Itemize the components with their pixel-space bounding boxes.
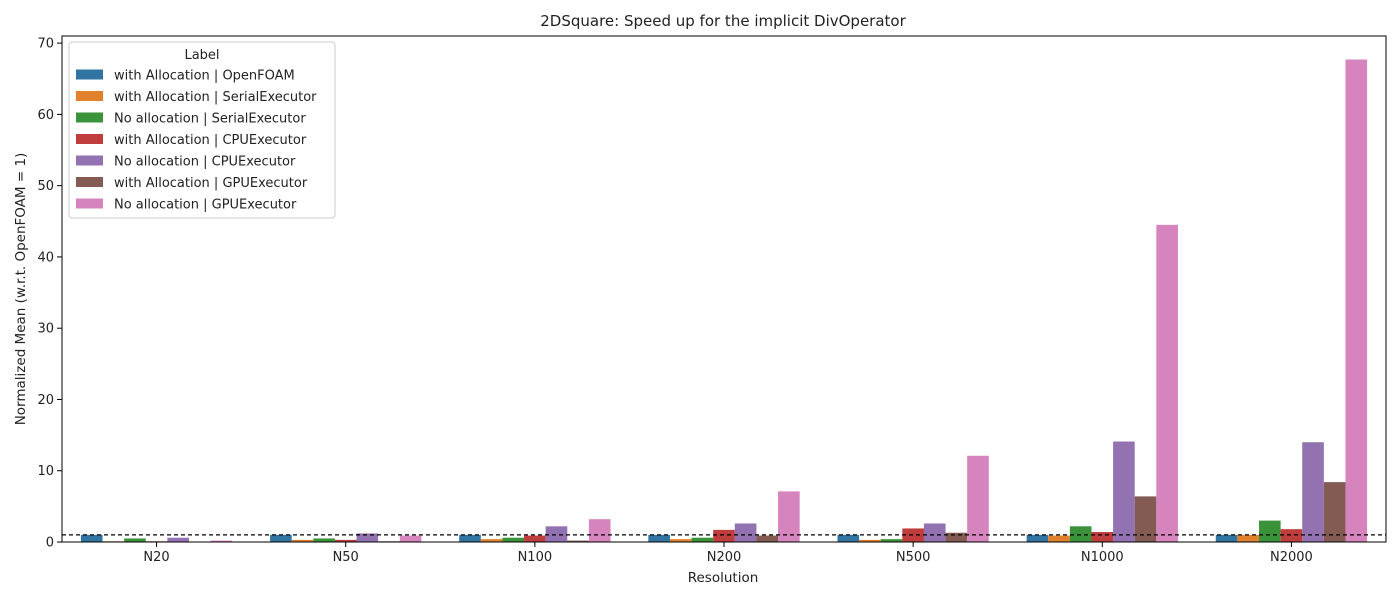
bar bbox=[313, 538, 335, 542]
bar bbox=[167, 537, 189, 542]
legend-swatch bbox=[76, 69, 103, 80]
x-axis: N20 N50 N100 N200 N500 N1000 N2000 bbox=[143, 542, 1313, 565]
plot-frame bbox=[61, 35, 1387, 543]
bar bbox=[1156, 224, 1178, 542]
bar bbox=[399, 535, 422, 542]
legend-title: Label bbox=[184, 48, 219, 63]
legend-entry-label: No allocation | CPUExecutor bbox=[114, 155, 296, 170]
bar bbox=[778, 491, 800, 542]
x-tick-label: N2000 bbox=[1270, 550, 1313, 565]
bar bbox=[669, 539, 692, 542]
bar bbox=[1259, 520, 1281, 542]
legend-swatch bbox=[76, 112, 103, 123]
y-tick-label: 40 bbox=[37, 250, 54, 265]
bar bbox=[691, 537, 714, 542]
bar bbox=[1302, 442, 1324, 542]
bar bbox=[923, 523, 946, 542]
bar bbox=[1280, 529, 1303, 542]
bar bbox=[1215, 534, 1238, 542]
bar bbox=[291, 539, 314, 542]
bar bbox=[1091, 532, 1114, 542]
bar bbox=[1048, 535, 1070, 542]
bar bbox=[880, 539, 903, 542]
bar bbox=[270, 534, 292, 542]
bar bbox=[567, 540, 589, 542]
bar bbox=[734, 523, 757, 542]
y-axis-label: Normalized Mean (w.r.t. OpenFOAM = 1) bbox=[13, 153, 29, 426]
legend-box bbox=[68, 41, 336, 219]
y-tick-label: 60 bbox=[37, 108, 54, 123]
bar bbox=[1345, 59, 1368, 542]
bar bbox=[713, 529, 735, 542]
bar bbox=[902, 528, 924, 542]
bars-group bbox=[80, 59, 1368, 542]
bar bbox=[1323, 482, 1346, 542]
y-tick-label: 10 bbox=[37, 464, 54, 479]
legend-entry-label: No allocation | GPUExecutor bbox=[114, 198, 297, 213]
x-tick-label: N20 bbox=[143, 550, 169, 565]
legend-entry-label: with Allocation | GPUExecutor bbox=[114, 176, 308, 191]
x-tick-label: N200 bbox=[707, 550, 742, 565]
x-tick-label: N100 bbox=[518, 550, 553, 565]
x-tick-label: N1000 bbox=[1081, 550, 1124, 565]
y-tick-label: 70 bbox=[37, 37, 54, 52]
bar bbox=[837, 534, 860, 542]
bar bbox=[1134, 496, 1157, 542]
bar bbox=[356, 533, 379, 542]
bar bbox=[945, 532, 968, 542]
bar bbox=[648, 534, 670, 542]
bar bbox=[1237, 534, 1260, 542]
y-tick-label: 50 bbox=[37, 179, 54, 194]
bar bbox=[334, 539, 357, 542]
legend-swatch bbox=[76, 134, 103, 144]
bar bbox=[756, 535, 779, 542]
legend-swatch bbox=[76, 155, 103, 166]
legend-swatch bbox=[76, 91, 103, 101]
bar bbox=[124, 538, 146, 542]
x-tick-label: N500 bbox=[896, 550, 931, 565]
bar bbox=[480, 539, 503, 542]
bar bbox=[459, 534, 481, 542]
bar bbox=[859, 539, 881, 542]
chart-title: 2DSquare: Speed up for the implicit DivO… bbox=[540, 12, 906, 30]
bar bbox=[1069, 526, 1092, 542]
bar bbox=[588, 519, 611, 542]
y-tick-label: 0 bbox=[46, 536, 54, 551]
y-tick-label: 20 bbox=[37, 393, 54, 408]
y-axis: 0 10 20 30 40 50 60 70 bbox=[37, 37, 62, 551]
legend-entry-label: with Allocation | SerialExecutor bbox=[114, 90, 317, 105]
bar bbox=[1113, 441, 1135, 542]
bar bbox=[210, 540, 233, 542]
y-tick-label: 30 bbox=[37, 322, 54, 337]
legend-items: with Allocation | OpenFOAM with Allocatio… bbox=[76, 69, 317, 213]
bar bbox=[967, 455, 989, 542]
legend-swatch bbox=[76, 177, 103, 187]
bar bbox=[80, 534, 103, 542]
bar bbox=[502, 537, 525, 542]
legend-entry-label: No allocation | SerialExecutor bbox=[114, 112, 306, 127]
x-tick-label: N50 bbox=[333, 550, 359, 565]
legend-swatch bbox=[76, 198, 103, 209]
bar bbox=[1026, 534, 1049, 542]
legend-entry-label: with Allocation | OpenFOAM bbox=[114, 69, 295, 84]
legend-entry-label: with Allocation | CPUExecutor bbox=[114, 133, 307, 148]
x-axis-label: Resolution bbox=[688, 570, 759, 586]
bar bbox=[545, 526, 568, 542]
bar bbox=[524, 535, 546, 542]
